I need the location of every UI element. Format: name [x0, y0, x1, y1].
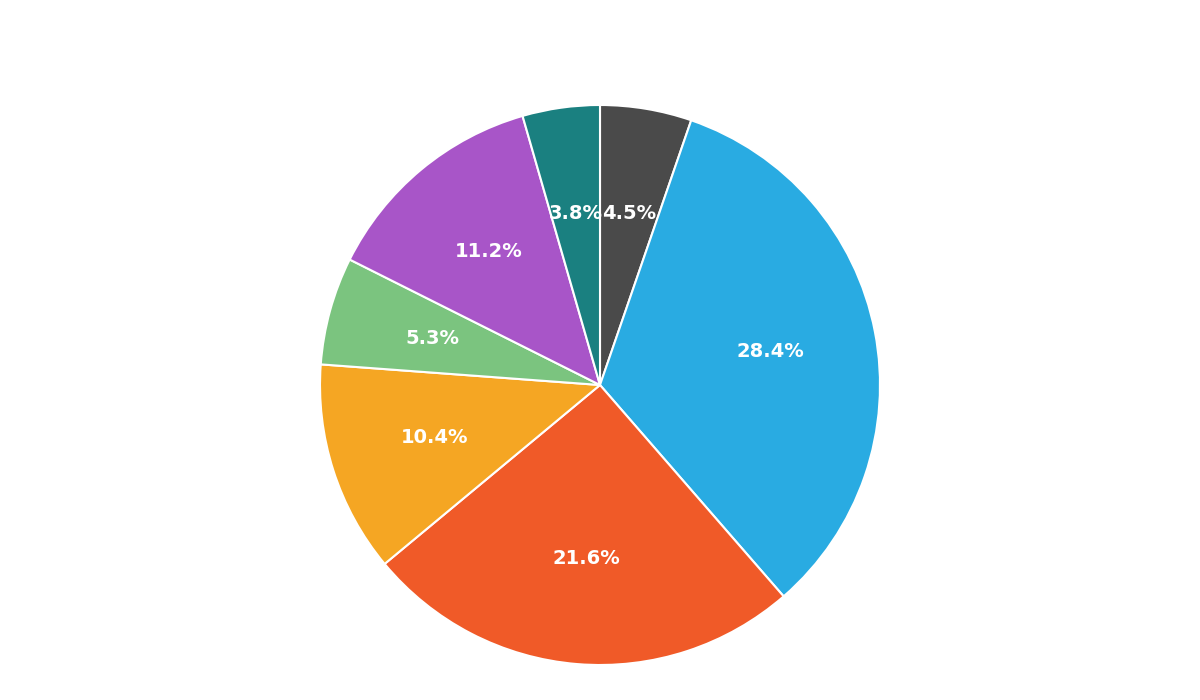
- Wedge shape: [600, 120, 880, 596]
- Text: 4.5%: 4.5%: [601, 204, 655, 223]
- Text: 3.8%: 3.8%: [548, 204, 602, 223]
- Text: 10.4%: 10.4%: [401, 428, 468, 447]
- Wedge shape: [385, 385, 784, 665]
- Text: 11.2%: 11.2%: [455, 242, 523, 261]
- Wedge shape: [600, 105, 691, 385]
- Text: 28.4%: 28.4%: [737, 342, 804, 361]
- Wedge shape: [522, 105, 600, 385]
- Wedge shape: [320, 365, 600, 564]
- Text: 5.3%: 5.3%: [406, 329, 460, 349]
- Text: 21.6%: 21.6%: [552, 549, 620, 568]
- Wedge shape: [320, 260, 600, 385]
- Wedge shape: [349, 116, 600, 385]
